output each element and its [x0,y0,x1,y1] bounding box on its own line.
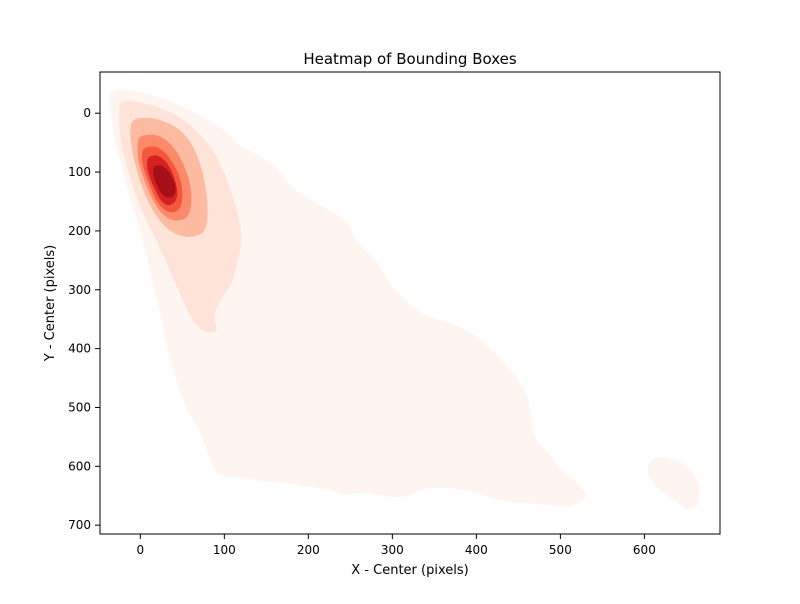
density-contour-level-1 [532,459,551,475]
density-contour-level-1 [647,457,700,509]
plot-area [109,89,700,509]
chart-title: Heatmap of Bounding Boxes [303,50,517,68]
y-tick-label: 600 [68,459,91,473]
y-axis: 0 100 200 300 400 500 600 700 [68,106,100,532]
y-tick-label: 0 [83,106,91,120]
x-tick-label: 200 [297,543,320,557]
density-contour-level-1 [322,270,344,291]
plot-frame [99,71,721,535]
x-axis-label: X - Center (pixels) [351,563,468,578]
x-tick-label: 300 [381,543,404,557]
x-tick-label: 0 [137,543,145,557]
x-tick-label: 100 [213,543,236,557]
density-contour-level-7 [152,165,176,198]
y-tick-label: 700 [68,518,91,532]
y-tick-label: 300 [68,283,91,297]
y-tick-label: 500 [68,400,91,414]
x-tick-label: 400 [465,543,488,557]
y-axis-label: Y - Center (pixels) [43,245,58,362]
y-tick-label: 100 [68,165,91,179]
x-tick-label: 600 [633,543,656,557]
y-tick-label: 400 [68,342,91,356]
x-tick-label: 500 [549,543,572,557]
x-axis: 0 100 200 300 400 500 600 [137,534,656,557]
density-contour-level-1 [413,457,452,480]
y-tick-label: 200 [68,224,91,238]
